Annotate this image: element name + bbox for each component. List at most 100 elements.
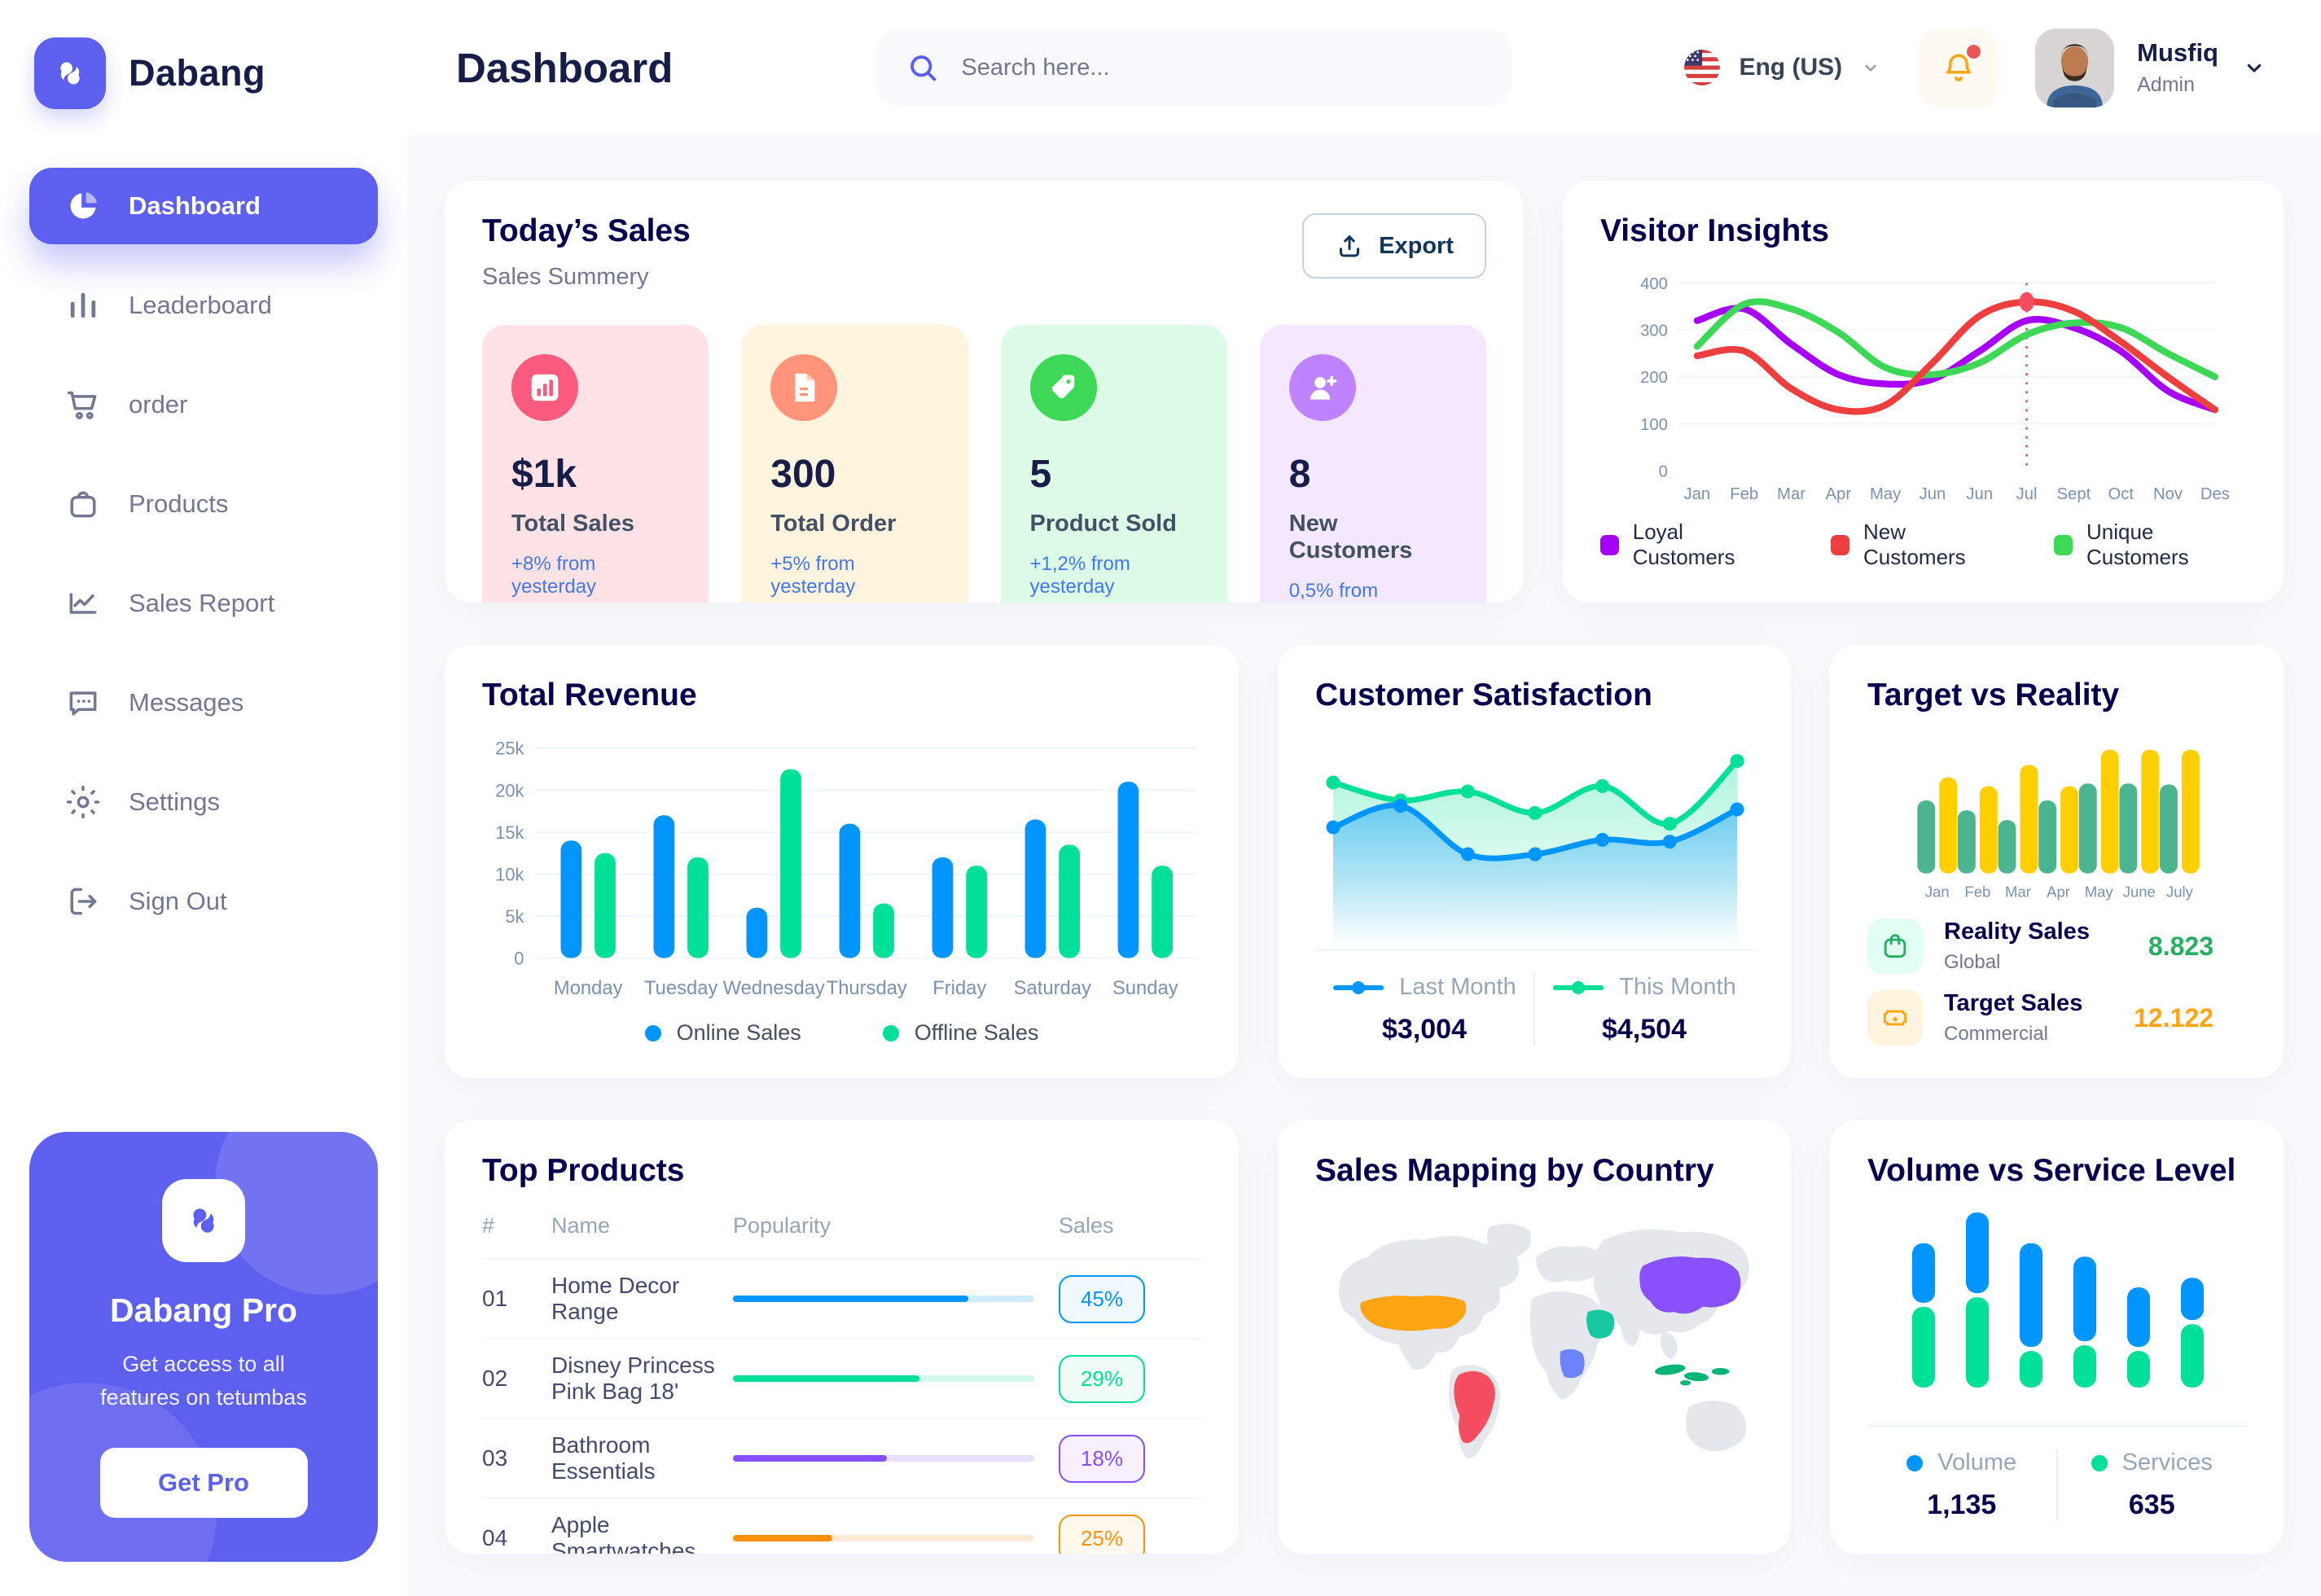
world-map	[1339, 1224, 1749, 1458]
sidebar-item-order[interactable]: order	[29, 366, 378, 443]
stat-card-total-order: 300 Total Order +5% from yesterday	[741, 325, 968, 603]
bag-icon	[65, 486, 101, 522]
svg-text:Monday: Monday	[554, 977, 623, 999]
legend-item: Online Sales	[644, 1020, 801, 1046]
top-products-card: Top Products # Name Popularity Sales 01 …	[445, 1120, 1239, 1554]
get-pro-button[interactable]: Get Pro	[99, 1448, 308, 1518]
product-name: Bathroom Essentials	[551, 1432, 656, 1484]
stat-label: Product Sold	[1029, 511, 1177, 537]
notifications-button[interactable]	[1919, 28, 1999, 107]
chevron-down-icon	[2247, 64, 2262, 72]
svg-text:200: 200	[1640, 369, 1668, 387]
popularity-track	[733, 1375, 1034, 1382]
svg-text:May: May	[1870, 485, 1902, 503]
svg-text:Tuesday: Tuesday	[644, 977, 717, 999]
sidebar-item-leaderboard[interactable]: Leaderboard	[29, 267, 378, 344]
legend-swatch	[1600, 534, 1619, 555]
svg-text:Oct: Oct	[2108, 485, 2134, 503]
legend-item: New Customers	[1831, 520, 2000, 570]
svg-text:Feb: Feb	[1730, 485, 1758, 503]
visitor-insights-card: Visitor Insights 0 100 200 300 400 Jan Feb Mar A…	[1563, 181, 2284, 603]
sales-badge: 18%	[1059, 1434, 1145, 1483]
sidebar-item-dashboard[interactable]: Dashboard	[29, 168, 378, 244]
todays-sales-subtitle: Sales Summery	[482, 264, 649, 290]
sales-mapping-card: Sales Mapping by Country	[1278, 1120, 1791, 1554]
customer-satisfaction-chart	[1326, 754, 1744, 945]
popularity-fill	[733, 1296, 968, 1302]
export-button[interactable]: Export	[1302, 213, 1486, 278]
notification-badge	[1967, 44, 1981, 59]
legend-dot	[882, 1024, 899, 1041]
bell-icon	[1946, 54, 1971, 81]
svg-text:Thursday: Thursday	[827, 977, 907, 999]
legend-dot	[2091, 1454, 2108, 1471]
sidebar-item-sales-report[interactable]: Sales Report	[29, 565, 378, 642]
product-num: 02	[482, 1366, 508, 1391]
country-indonesia	[1655, 1364, 1730, 1386]
line-chart-icon	[65, 585, 101, 621]
sidebar-item-messages[interactable]: Messages	[29, 664, 378, 741]
popularity-track	[733, 1535, 1034, 1541]
table-row: 02 Disney Princess Pink Bag 18' 29%	[482, 1340, 1201, 1419]
search-input[interactable]	[959, 53, 1483, 82]
customer-satisfaction-card: Customer Satisfaction Last Month $3,004 T…	[1278, 645, 1791, 1078]
legend-value: $4,504	[1602, 1014, 1687, 1045]
sidebar: Dabang Dashboard Leaderboard order Products…	[0, 0, 407, 1596]
svg-text:Saturday: Saturday	[1014, 977, 1091, 999]
pro-title: Dabang Pro	[109, 1291, 298, 1329]
language-label: Eng (US)	[1739, 54, 1843, 81]
pro-subtitle: Get access to all features on tetumbas	[100, 1352, 307, 1410]
legend-dot	[644, 1024, 661, 1041]
todays-sales-card: Today’s Sales Sales Summery Export $1k T…	[445, 181, 1524, 603]
legend-value: 8.823	[2148, 931, 2214, 961]
legend-value: $3,004	[1382, 1014, 1467, 1045]
sidebar-item-settings[interactable]: Settings	[29, 764, 378, 840]
page-title: Dashboard	[456, 44, 673, 91]
country-saudi-arabia	[1586, 1309, 1615, 1339]
legend-swatch	[1831, 534, 1849, 555]
svg-text:Des: Des	[2200, 485, 2230, 503]
svg-text:Apr: Apr	[2047, 883, 2070, 900]
legend-dot	[1906, 1454, 1924, 1471]
user-menu[interactable]: Musfiq Admin	[2035, 28, 2267, 107]
stat-label: Total Sales	[511, 511, 634, 537]
target-vs-reality-chart: Jan Feb Mar Apr May June July	[1917, 749, 2200, 900]
product-name: Apple Smartwatches	[551, 1512, 696, 1554]
legend-item: Last Month $3,004	[1315, 974, 1535, 1046]
us-flag-icon	[1684, 50, 1721, 86]
svg-text:25k: 25k	[495, 739, 524, 759]
legend-item: Offline Sales	[882, 1020, 1038, 1046]
product-num: 03	[482, 1445, 508, 1471]
table-row: 04 Apple Smartwatches 25%	[482, 1499, 1201, 1554]
avatar	[2035, 28, 2115, 107]
brand-logo-icon	[34, 37, 106, 109]
customer-satisfaction-title: Customer Satisfaction	[1315, 677, 1652, 712]
top-products-header: # Name Popularity Sales	[482, 1213, 1201, 1260]
svg-text:10k: 10k	[495, 864, 524, 884]
volume-service-chart	[1912, 1212, 2204, 1388]
sidebar-item-products[interactable]: Products	[29, 466, 378, 542]
total-revenue-chart: 0 5k 10k 15k 20k 25k Monday Tuesday Wednesday Thu…	[495, 739, 1196, 999]
stat-label: Total Order	[770, 511, 897, 537]
ticket-icon	[1867, 990, 1923, 1046]
svg-text:0: 0	[514, 948, 524, 968]
svg-text:Nov: Nov	[2153, 485, 2183, 503]
visitor-insights-title: Visitor Insights	[1600, 213, 1829, 248]
stat-card-product-sold: 5 Product Sold +1,2% from yesterday	[1000, 325, 1227, 603]
product-num: 01	[482, 1286, 508, 1311]
target-vs-reality-legend: Reality Sales Global 8.823 Target Sales Co…	[1867, 919, 2246, 1046]
visitor-insights-chart: 0 100 200 300 400 Jan Feb Mar Apr May Jun Jun Jul Sep…	[1640, 275, 2230, 503]
stat-card-total-sales: $1k Total Sales +8% from yesterday	[482, 325, 709, 603]
language-selector[interactable]: Eng (US)	[1683, 49, 1881, 86]
stat-delta: +5% from yesterday	[770, 553, 856, 598]
sidebar-item-sign-out[interactable]: Sign Out	[29, 863, 378, 940]
sales-badge: 25%	[1059, 1514, 1145, 1554]
brand-name: Dabang	[129, 52, 266, 94]
chevron-down-icon	[1865, 64, 1876, 72]
svg-text:July: July	[2166, 883, 2194, 900]
svg-text:Apr: Apr	[1826, 485, 1852, 503]
svg-text:Mar: Mar	[1777, 485, 1805, 503]
legend-value: 635	[2128, 1489, 2175, 1520]
table-row: 01 Home Decor Range 45%	[482, 1260, 1201, 1340]
stat-delta: 0,5% from yesterday	[1288, 580, 1379, 602]
